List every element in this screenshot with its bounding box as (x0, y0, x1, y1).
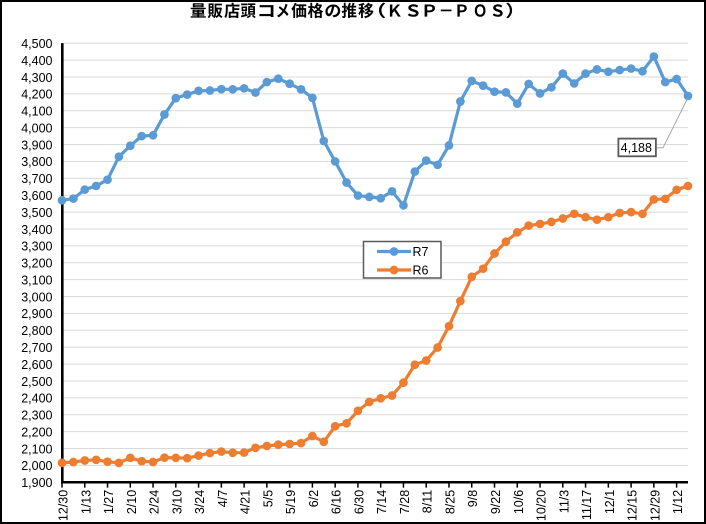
svg-text:6/2: 6/2 (307, 490, 321, 507)
svg-text:5/19: 5/19 (284, 490, 298, 514)
svg-text:1,900: 1,900 (21, 476, 52, 490)
svg-text:11/17: 11/17 (580, 490, 594, 520)
svg-text:12/29: 12/29 (648, 490, 662, 521)
svg-text:3,700: 3,700 (21, 172, 52, 186)
svg-text:2,900: 2,900 (21, 307, 52, 321)
svg-text:3,900: 3,900 (21, 138, 52, 152)
svg-text:4,100: 4,100 (21, 105, 52, 119)
svg-text:3,600: 3,600 (21, 189, 52, 203)
svg-text:12/1: 12/1 (603, 490, 617, 514)
svg-text:1/13: 1/13 (79, 490, 93, 514)
svg-text:7/28: 7/28 (398, 490, 412, 514)
svg-text:3,300: 3,300 (21, 240, 52, 254)
svg-text:2,100: 2,100 (21, 442, 52, 456)
svg-text:3,100: 3,100 (21, 273, 52, 287)
svg-text:6/16: 6/16 (330, 490, 344, 514)
svg-text:10/20: 10/20 (535, 490, 549, 521)
svg-text:9/8: 9/8 (466, 490, 480, 507)
svg-text:2/24: 2/24 (148, 490, 162, 514)
svg-text:R7: R7 (413, 245, 429, 259)
svg-text:12/30: 12/30 (57, 490, 71, 521)
svg-text:3/10: 3/10 (170, 490, 184, 514)
svg-text:4,188: 4,188 (621, 141, 652, 155)
svg-text:2,200: 2,200 (21, 425, 52, 439)
svg-text:2,800: 2,800 (21, 324, 52, 338)
svg-text:2/10: 2/10 (125, 490, 139, 514)
svg-text:3,400: 3,400 (21, 223, 52, 237)
svg-text:4,300: 4,300 (21, 71, 52, 85)
svg-text:8/11: 8/11 (421, 490, 435, 513)
svg-text:4,500: 4,500 (21, 37, 52, 51)
svg-text:4,000: 4,000 (21, 121, 52, 135)
svg-text:12/15: 12/15 (626, 490, 640, 521)
svg-text:2,600: 2,600 (21, 358, 52, 372)
svg-text:11/3: 11/3 (557, 490, 571, 513)
svg-text:2,000: 2,000 (21, 459, 52, 473)
svg-text:3/24: 3/24 (193, 490, 207, 514)
svg-text:4/7: 4/7 (216, 490, 230, 507)
svg-text:4/21: 4/21 (239, 490, 253, 514)
svg-text:2,500: 2,500 (21, 375, 52, 389)
svg-text:R6: R6 (413, 264, 429, 278)
svg-text:3,800: 3,800 (21, 155, 52, 169)
svg-text:9/22: 9/22 (489, 490, 503, 514)
svg-text:8/25: 8/25 (443, 490, 457, 514)
svg-text:5/5: 5/5 (261, 490, 275, 507)
svg-text:3,200: 3,200 (21, 257, 52, 271)
svg-text:3,500: 3,500 (21, 206, 52, 220)
svg-text:3,000: 3,000 (21, 290, 52, 304)
svg-text:2,400: 2,400 (21, 392, 52, 406)
svg-text:2,700: 2,700 (21, 341, 52, 355)
svg-text:6/30: 6/30 (352, 490, 366, 514)
svg-text:4,200: 4,200 (21, 88, 52, 102)
svg-text:10/6: 10/6 (512, 490, 526, 514)
svg-text:7/14: 7/14 (375, 490, 389, 514)
svg-text:1/27: 1/27 (102, 490, 116, 514)
svg-text:4,400: 4,400 (21, 54, 52, 68)
svg-text:2,300: 2,300 (21, 409, 52, 423)
svg-text:1/12: 1/12 (671, 490, 685, 514)
